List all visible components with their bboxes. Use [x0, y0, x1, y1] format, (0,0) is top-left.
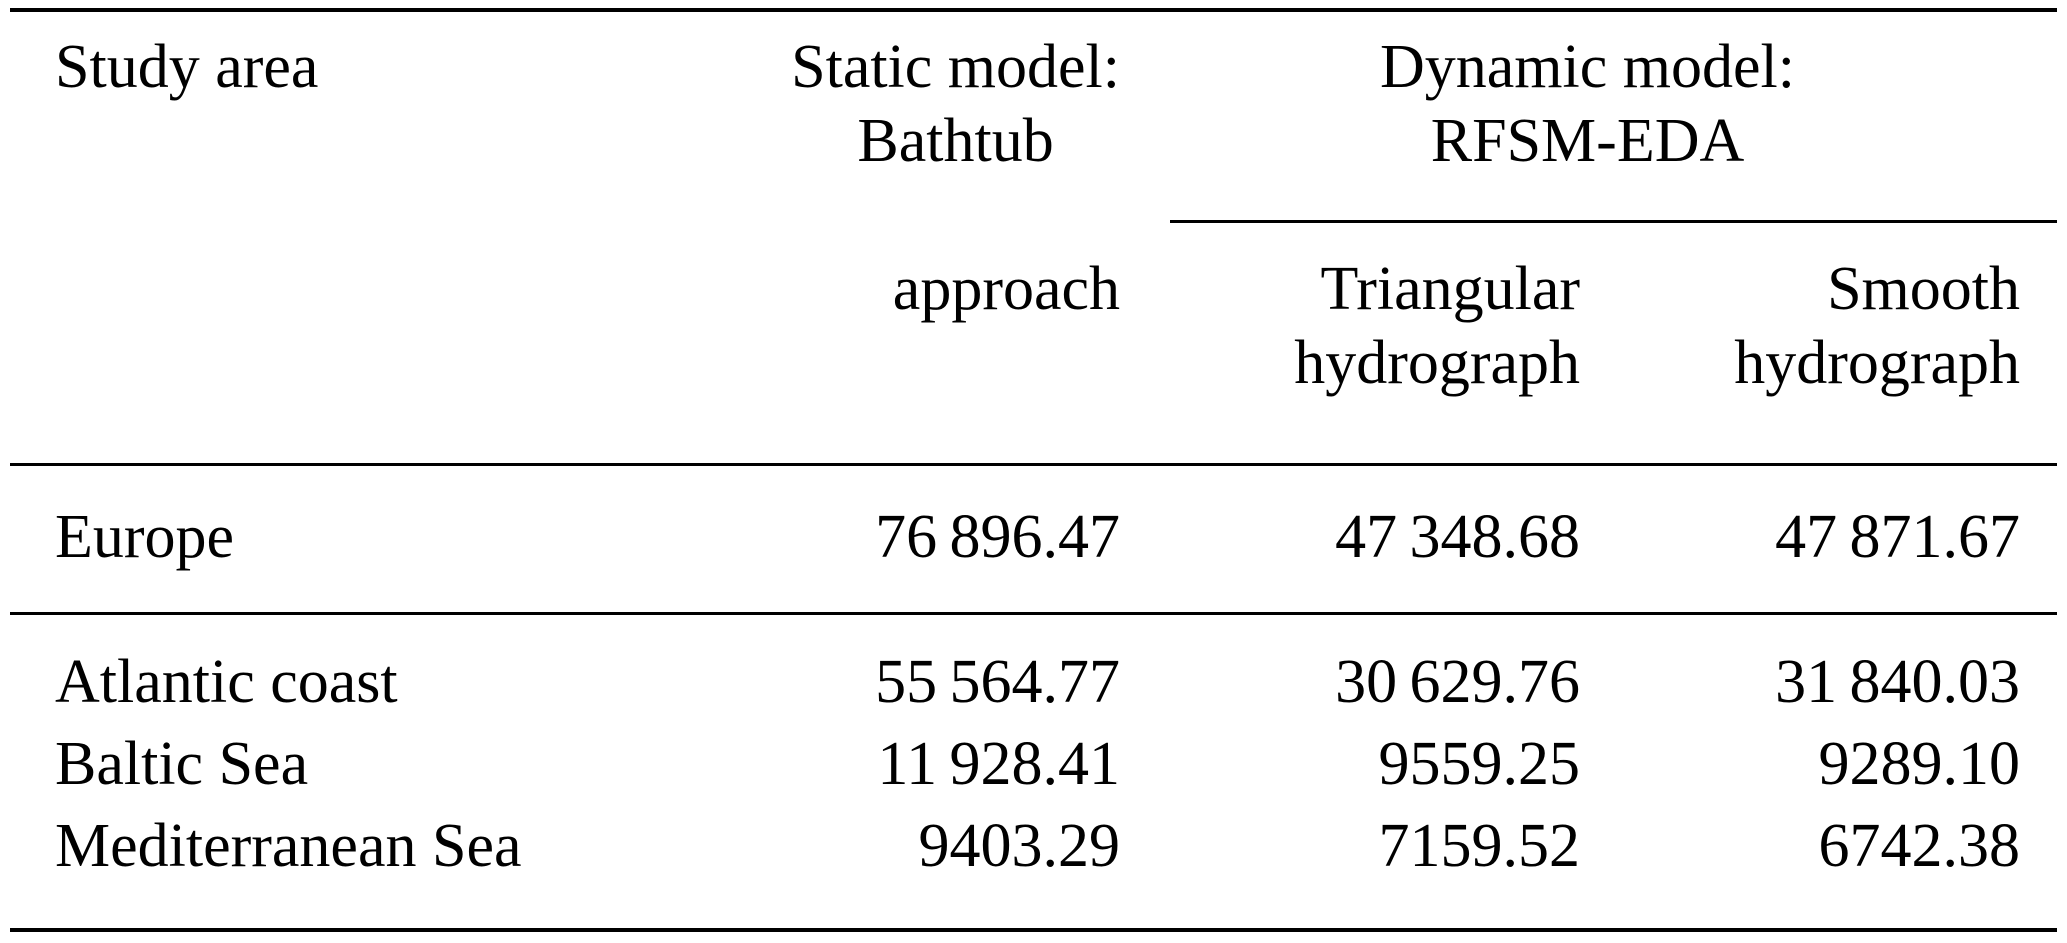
- col-header-triangular-hydrograph: Triangular hydrograph: [1120, 252, 1580, 400]
- header-bottom-rule: [10, 463, 2057, 466]
- dynamic-model-line1: Dynamic model:: [1380, 33, 1795, 101]
- static-model-line1: Static model:: [791, 33, 1120, 101]
- study-area-cell: Atlantic coast: [55, 648, 398, 716]
- triangular-value: 7159.52: [1378, 812, 1581, 880]
- study-area-cell: Baltic Sea: [55, 730, 309, 798]
- triangular-line2: hydrograph: [1294, 329, 1580, 397]
- triangular-value: 30 629.76: [1335, 648, 1580, 716]
- bathtub-value: 76 896.47: [875, 503, 1120, 571]
- table-row-europe: Europe 76 896.47 47 348.68 47 871.67: [0, 500, 2020, 574]
- dynamic-model-line2: RFSM-EDA: [1430, 107, 1745, 175]
- triangular-line1: Triangular: [1320, 255, 1580, 323]
- col-header-smooth-hydrograph: Smooth hydrograph: [1580, 252, 2020, 400]
- smooth-value: 9289.10: [1818, 730, 2021, 798]
- smooth-value: 31 840.03: [1775, 648, 2020, 716]
- dynamic-model-group-rule: [1170, 220, 2057, 223]
- bathtub-value: 55 564.77: [875, 648, 1120, 716]
- triangular-value: 9559.25: [1378, 730, 1581, 798]
- table-row-atlantic-coast: Atlantic coast 55 564.77 30 629.76 31 84…: [0, 645, 2020, 719]
- smooth-value: 47 871.67: [1775, 503, 2020, 571]
- smooth-line1: Smooth: [1827, 255, 2020, 323]
- static-model-header-block: Static model: Bathtub: [791, 30, 1120, 178]
- study-area-label: Study area: [55, 33, 319, 101]
- table-row-mediterranean-sea: Mediterranean Sea 9403.29 7159.52 6742.3…: [0, 809, 2020, 883]
- triangular-value: 47 348.68: [1335, 503, 1580, 571]
- smooth-line2: hydrograph: [1734, 329, 2020, 397]
- table-row-baltic-sea: Baltic Sea 11 928.41 9559.25 9289.10: [0, 727, 2020, 801]
- col-header-static-model: Static model: Bathtub: [640, 30, 1120, 178]
- col-header-approach: approach: [640, 252, 1120, 326]
- table-top-rule: [10, 8, 2057, 12]
- col-header-study-area: Study area: [55, 30, 318, 104]
- col-header-dynamic-model: Dynamic model: RFSM-EDA: [1120, 30, 2055, 178]
- static-model-line2: Bathtub: [857, 107, 1054, 175]
- bathtub-value: 9403.29: [918, 812, 1121, 880]
- smooth-value: 6742.38: [1818, 812, 2021, 880]
- table-bottom-rule: [10, 928, 2057, 932]
- europe-row-bottom-rule: [10, 612, 2057, 615]
- bathtub-value: 11 928.41: [877, 730, 1120, 798]
- study-area-cell: Europe: [55, 503, 235, 571]
- static-model-line3: approach: [892, 255, 1120, 323]
- study-area-cell: Mediterranean Sea: [55, 812, 522, 880]
